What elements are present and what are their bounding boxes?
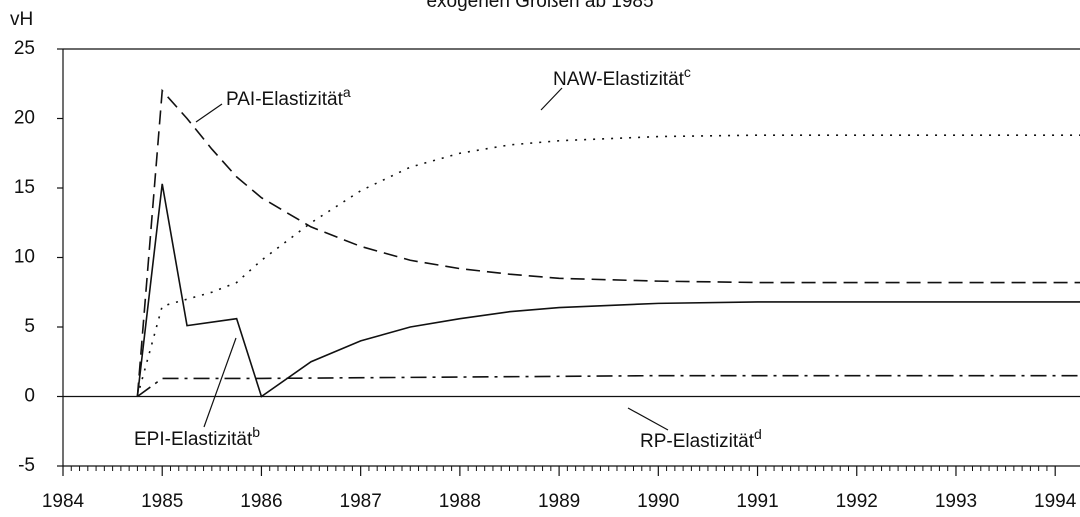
series-label: NAW-Elastizitätc (553, 64, 691, 90)
series-name: NAW-Elastizität (553, 69, 685, 90)
series-label: RP-Elastizitätd (640, 426, 762, 452)
y-tick-label: 5 (24, 316, 35, 337)
leader-line (203, 337, 237, 428)
y-tick-label: -5 (18, 455, 35, 476)
chart-title: exogenen Größen ab 1985 (426, 0, 653, 12)
x-tick-label: 1987 (340, 491, 382, 512)
x-tick-label: 1986 (240, 491, 282, 512)
x-tick-label: 1985 (141, 491, 183, 512)
leader-line (627, 407, 669, 431)
series-sup: d (754, 426, 762, 442)
line-series (136, 88, 1080, 397)
series-name: EPI-Elastizität (134, 429, 253, 450)
x-tick-label: 1984 (42, 491, 85, 512)
x-tick-label: 1991 (736, 491, 778, 512)
y-tick-label: 10 (14, 247, 35, 268)
x-tick-label: 1992 (836, 491, 878, 512)
series-sup: a (343, 84, 351, 100)
x-tick-label: 1989 (538, 491, 580, 512)
y-tick-label: 25 (14, 38, 35, 59)
y-tick-label: 20 (14, 108, 35, 129)
series-sup: c (684, 64, 691, 80)
series-name: RP-Elastizität (640, 431, 755, 452)
y-tick-label: 15 (14, 177, 35, 198)
leader-line (195, 103, 223, 123)
line-series (136, 183, 1080, 398)
y-axis-label: vH (10, 9, 33, 30)
series-sup: b (252, 424, 260, 440)
leader-line (540, 87, 563, 111)
series-label: EPI-Elastizitätb (134, 424, 260, 450)
series-label: PAI-Elastizitäta (226, 84, 351, 110)
x-tick-label: 1988 (439, 491, 481, 512)
series-name: PAI-Elastizität (226, 89, 344, 110)
x-tick-label: 1990 (637, 491, 679, 512)
y-tick-label: 0 (24, 386, 35, 407)
x-tick-label: 1994 (1034, 491, 1077, 512)
line-series (136, 134, 1080, 397)
line-series (136, 374, 1080, 398)
x-tick-label: 1993 (935, 491, 977, 512)
